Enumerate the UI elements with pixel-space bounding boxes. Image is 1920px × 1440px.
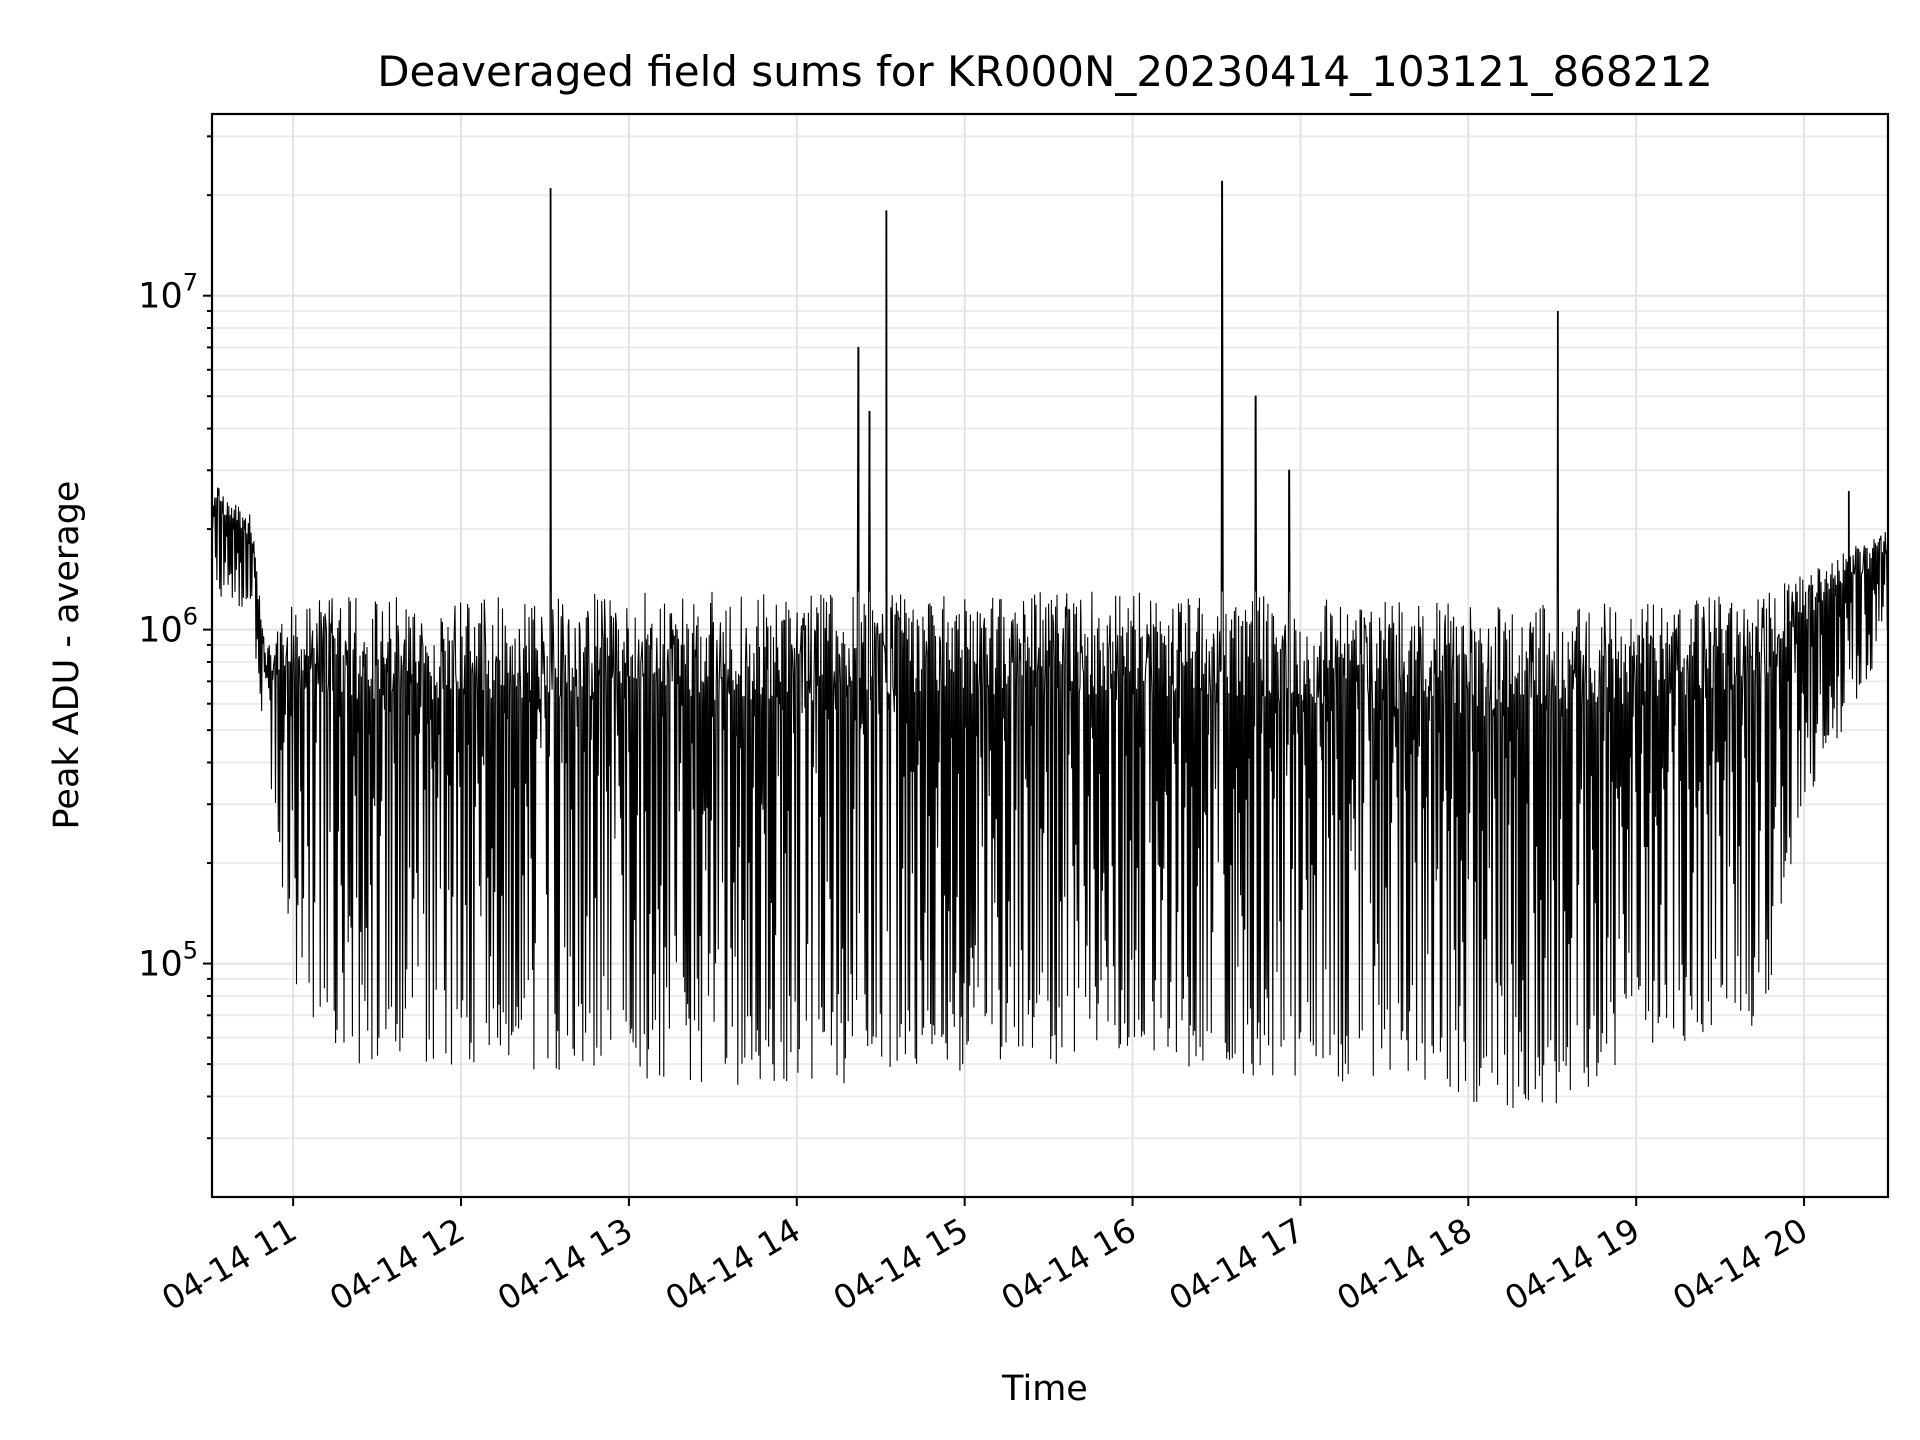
x-axis-label: Time — [1001, 1369, 1088, 1409]
y-tick-label-base: 10 — [138, 945, 183, 985]
y-tick-label-exponent: 6 — [183, 603, 198, 631]
series-line — [211, 180, 1889, 1108]
y-tick-label-base: 10 — [138, 611, 183, 651]
y-tick-label-exponent: 7 — [183, 269, 198, 297]
series-layer — [211, 180, 1889, 1108]
y-axis-label: Peak ADU - average — [47, 481, 87, 830]
plot-frame — [210, 112, 1890, 1199]
y-tick-label: 106 — [138, 603, 198, 651]
y-tick-label: 107 — [138, 269, 198, 317]
chart-title: Deaveraged field sums for KR000N_2023041… — [377, 47, 1713, 96]
y-tick-label-exponent: 5 — [183, 937, 198, 965]
y-tick-label: 105 — [138, 937, 198, 985]
y-tick-label-base: 10 — [138, 277, 183, 317]
